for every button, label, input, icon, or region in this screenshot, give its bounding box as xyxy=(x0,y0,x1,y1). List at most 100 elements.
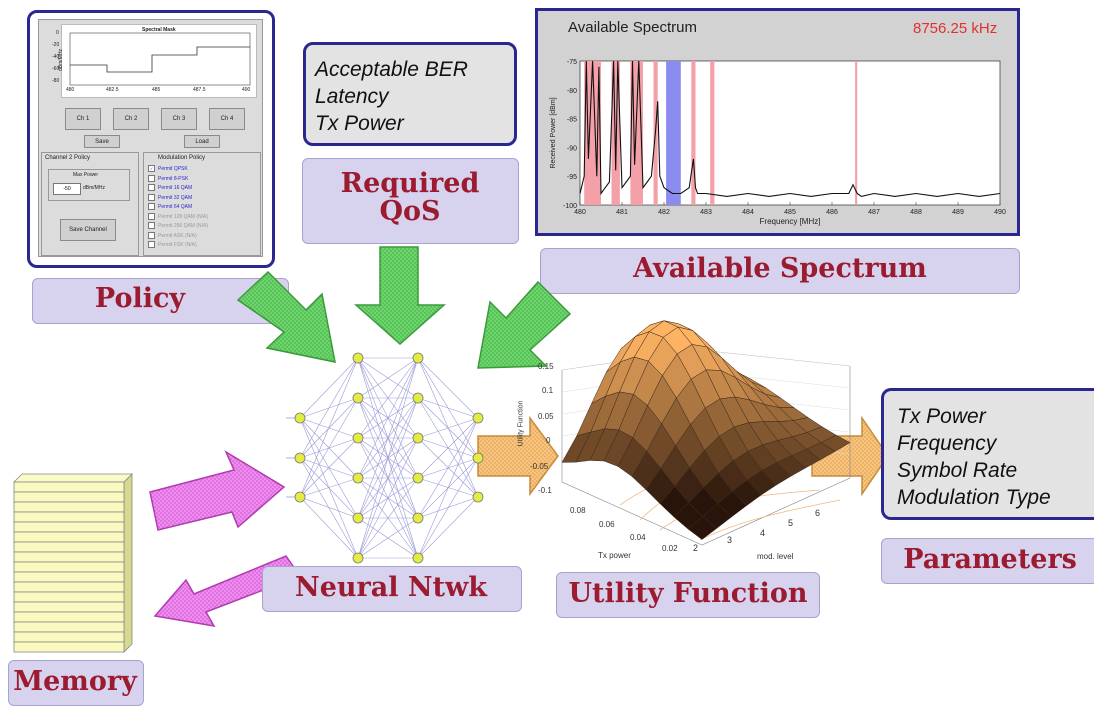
surface-facet xyxy=(791,432,822,450)
channel-2-button[interactable]: Ch 2 xyxy=(113,108,149,130)
memory-layer xyxy=(13,521,125,533)
surface-axes xyxy=(561,366,851,546)
surface-facet xyxy=(750,386,781,408)
spectrum-label-bar xyxy=(540,248,1020,294)
surface-facet xyxy=(677,326,708,348)
modulation-option[interactable]: ✓ Permit QPSK xyxy=(148,165,188,172)
network-connection xyxy=(417,417,479,559)
channel-3-button[interactable]: Ch 3 xyxy=(161,108,197,130)
spectrum-chart: 480 481 482 483 484 485 486 487 488 489 490 -75 -80 -… xyxy=(550,59,1006,226)
surface-facet xyxy=(674,467,704,503)
modulation-option: Permit 128 QAM (N/A) xyxy=(148,212,208,220)
modulation-checkbox[interactable] xyxy=(148,184,155,191)
save-button[interactable]: Save xyxy=(84,135,120,148)
utility-y-tick: 5 xyxy=(788,518,794,528)
network-connection xyxy=(357,357,419,519)
utility-y-tick: 6 xyxy=(815,508,821,518)
surface-facet xyxy=(676,344,707,380)
network-connection xyxy=(417,457,479,479)
memory-layer xyxy=(13,571,125,583)
neuron-node xyxy=(294,491,306,503)
modulation-option-label: Permit ASK (N/A) xyxy=(158,232,197,239)
utility-z-label: Utility Function xyxy=(517,400,525,447)
mask-y-tick: -60 xyxy=(52,66,60,72)
network-connection xyxy=(357,397,419,559)
parameter-item: Symbol Rate xyxy=(897,459,1018,482)
modulation-option[interactable]: Permit 32 QAM xyxy=(148,193,192,201)
network-connection xyxy=(299,397,359,419)
surface-gridline xyxy=(561,393,701,415)
network-connection xyxy=(417,437,479,498)
neuron-node xyxy=(352,552,364,564)
spectral-mask-plot: Spectral Mask dBm/MHz 480 482.5 485 487.… xyxy=(58,24,257,98)
surface-facet xyxy=(633,360,663,406)
network-connection xyxy=(357,357,419,399)
modulation-option-label: Permit FSK (N/A) xyxy=(158,241,197,248)
channel-4-button[interactable]: Ch 4 xyxy=(209,108,245,130)
parameters-arrow xyxy=(811,415,889,497)
modulation-checkbox xyxy=(148,231,155,239)
utility-z-tick: 0.1 xyxy=(542,386,554,395)
utility-z-tick: 0.05 xyxy=(538,412,554,421)
memory-layer xyxy=(13,531,125,543)
surface-facet xyxy=(734,396,765,423)
modulation-option[interactable]: Permit 16 QAM xyxy=(148,184,192,191)
modulation-option[interactable]: Permit 8-PSK xyxy=(148,174,189,182)
surface-facet xyxy=(704,398,735,437)
utility-x-tick: 0.08 xyxy=(570,506,586,515)
network-connection xyxy=(357,397,419,479)
channel-policy-title: Channel 2 Policy xyxy=(45,155,91,161)
spectrum-panel-title: Available Spectrum xyxy=(568,19,697,36)
neuron-node xyxy=(472,491,484,503)
surface-facet xyxy=(778,407,809,421)
save-channel-button[interactable]: Save Channel xyxy=(60,219,116,241)
modulation-checkbox[interactable] xyxy=(148,174,155,182)
surface-facet xyxy=(693,350,725,367)
surface-gridline xyxy=(699,415,851,433)
modulation-checkbox xyxy=(148,222,155,229)
mask-x-tick: 490 xyxy=(242,87,251,93)
x-tick-label: 490 xyxy=(994,209,1006,216)
network-connection xyxy=(357,437,419,479)
load-button[interactable]: Load xyxy=(184,135,220,148)
modulation-option-label: Permit 256 QAM (N/A) xyxy=(158,222,209,229)
surface-facet xyxy=(806,426,837,443)
surface-facet xyxy=(791,449,821,469)
neuron-node xyxy=(472,452,484,464)
memory-layer xyxy=(13,611,125,623)
modulation-checkbox[interactable] xyxy=(148,203,155,210)
utility-label-bar xyxy=(556,572,820,618)
surface-facet xyxy=(676,378,706,425)
channel-1-button[interactable]: Ch 1 xyxy=(65,108,101,130)
neuron-node xyxy=(412,352,424,364)
qos-label: Required QoS xyxy=(320,169,500,227)
network-connection xyxy=(417,496,479,559)
network-connection xyxy=(299,417,359,559)
qos-item: Acceptable BER xyxy=(315,58,468,81)
surface-facet xyxy=(690,407,720,451)
surface-facet xyxy=(751,381,781,398)
surface-gridline xyxy=(699,393,851,411)
max-power-input[interactable]: -50 xyxy=(53,183,81,195)
mask-x-tick: 487.5 xyxy=(193,87,206,93)
surface-facet xyxy=(659,485,690,518)
modulation-checkbox[interactable]: ✓ xyxy=(148,165,155,172)
mask-y-tick: -20 xyxy=(52,42,60,48)
modulation-option-label: Permit 8-PSK xyxy=(158,175,189,182)
network-connection xyxy=(417,397,479,459)
memory-layer xyxy=(13,601,125,613)
modulation-option[interactable]: Permit 64 QAM xyxy=(148,203,192,210)
neuron-node xyxy=(352,392,364,404)
surface-facet xyxy=(619,356,649,395)
surface-facet xyxy=(720,369,751,401)
occupied-band xyxy=(611,61,620,205)
x-tick-label: 486 xyxy=(826,209,838,216)
surface-facet xyxy=(792,417,823,433)
modulation-checkbox[interactable] xyxy=(148,193,155,201)
utility-surface xyxy=(561,320,851,546)
surface-facet xyxy=(679,350,710,363)
surface-facet xyxy=(561,431,592,463)
network-connection xyxy=(299,357,359,459)
network-connection xyxy=(357,357,419,439)
surface-facet xyxy=(736,370,766,395)
